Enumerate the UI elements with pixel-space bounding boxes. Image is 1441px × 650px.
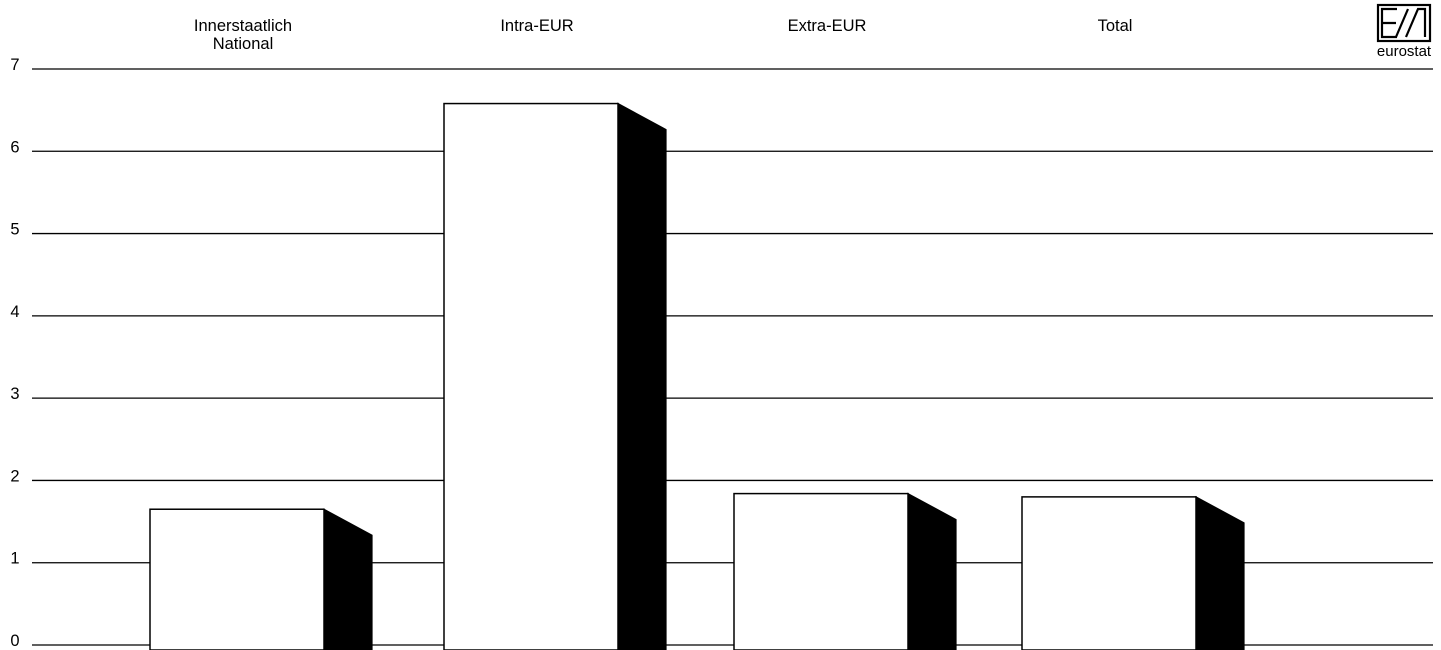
- category-label: Extra-EUR: [788, 17, 867, 35]
- bar: [733, 492, 957, 650]
- y-tick-label: 2: [10, 467, 19, 485]
- bar-side: [323, 508, 373, 650]
- category-label-line: Intra-EUR: [500, 17, 573, 35]
- bar: [443, 102, 667, 650]
- category-label: Total: [1098, 17, 1133, 35]
- y-tick-label: 3: [10, 385, 19, 403]
- category-label-line: Total: [1098, 17, 1133, 35]
- bar-face: [443, 102, 619, 650]
- y-tick-label: 1: [10, 550, 19, 568]
- y-tick-label: 4: [10, 303, 19, 321]
- bar: [149, 508, 373, 650]
- bars: [149, 102, 1245, 650]
- bar-side: [617, 102, 667, 650]
- y-tick-label: 5: [10, 221, 19, 239]
- bar-face: [1021, 496, 1197, 650]
- category-label-line: National: [213, 35, 274, 53]
- eurostat-logo: eurostat: [1377, 3, 1432, 60]
- category-label-line: Innerstaatlich: [194, 17, 292, 35]
- logo-slash-mark: [1394, 7, 1427, 38]
- category-labels: Innerstaatlich National Intra-EUR Extra-EUR…: [194, 17, 1133, 53]
- logo-e-mark: [1380, 7, 1397, 39]
- category-label: Innerstaatlich National: [194, 17, 292, 53]
- category-label-line: Extra-EUR: [788, 17, 867, 35]
- bar-face: [149, 508, 325, 650]
- y-tick-label: 6: [10, 138, 19, 156]
- category-label: Intra-EUR: [500, 17, 573, 35]
- y-axis-ticks: 0 1 2 3 4 5 6 7: [10, 56, 19, 650]
- logo-text: eurostat: [1377, 43, 1432, 60]
- y-tick-label: 7: [10, 56, 19, 74]
- bar-face: [733, 492, 909, 650]
- bar-side: [907, 492, 957, 650]
- y-tick-label: 0: [10, 632, 19, 650]
- bar: [1021, 495, 1245, 650]
- bar-side: [1195, 495, 1245, 650]
